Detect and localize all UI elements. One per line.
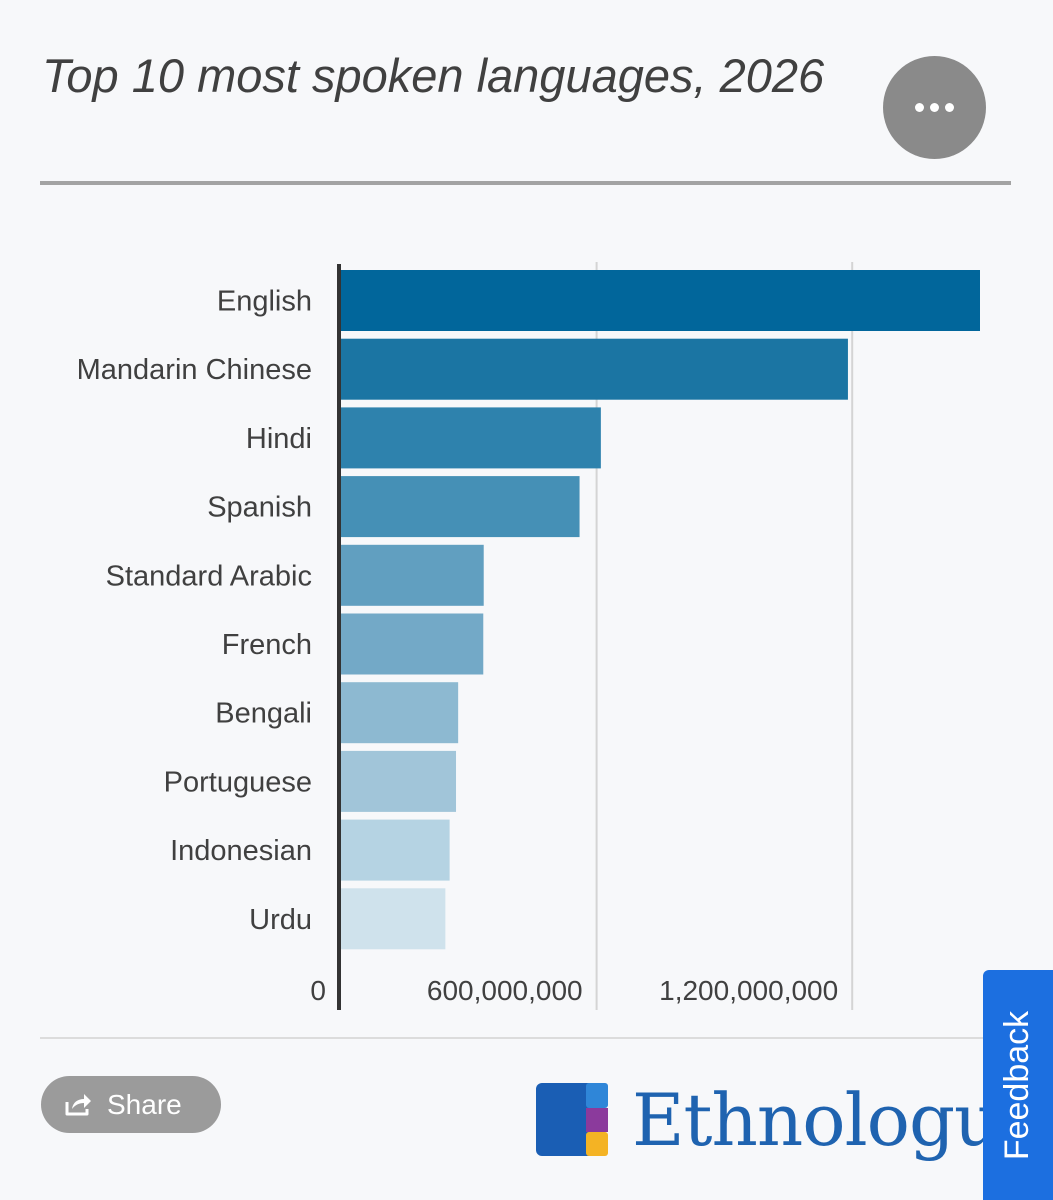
share-icon [65,1093,91,1115]
more-horizontal-icon [915,103,954,112]
bar-hindi[interactable] [341,407,601,469]
bar-french[interactable] [341,613,484,675]
chart-title: Top 10 most spoken languages, 2026 [42,49,825,102]
chart-menu-button[interactable] [883,56,986,159]
bar-portuguese[interactable] [341,750,457,812]
category-label: Portuguese [164,766,312,798]
category-label: Standard Arabic [106,560,312,592]
tick-label: 0 [310,975,326,1006]
category-label: English [217,286,312,318]
feedback-button[interactable]: Feedback [983,970,1053,1200]
category-label: Spanish [207,492,312,524]
ethnologue-logo-icon [536,1083,608,1156]
category-label: Indonesian [170,835,312,867]
brand-name: Ethnologue [632,1077,1042,1162]
bar-english[interactable] [341,270,980,331]
category-label: Bengali [215,698,312,730]
share-label: Share [107,1088,182,1120]
bar-urdu[interactable] [341,888,446,950]
category-labels: English Mandarin Chinese Hindi Spanish Stand… [77,286,312,936]
share-button[interactable]: Share [41,1076,221,1133]
footer-divider [40,1037,990,1039]
category-label: Mandarin Chinese [77,354,312,386]
bar-indonesian[interactable] [341,819,450,881]
bar-bengali[interactable] [341,682,459,744]
bar-standard-arabic[interactable] [341,544,484,606]
category-label: French [222,629,312,661]
title-divider [40,181,1011,185]
bar-chart: English Mandarin Chinese Hindi Spanish Stand… [77,262,980,1010]
bar-spanish[interactable] [341,476,580,538]
feedback-label: Feedback [998,1010,1037,1160]
tick-label: 600,000,000 [427,975,583,1006]
bars [341,270,980,950]
brand-logo: Ethnologue [536,1077,1042,1162]
tick-labels: 0 600,000,000 1,200,000,000 [310,975,838,1006]
tick-label: 1,200,000,000 [659,975,838,1006]
category-label: Hindi [246,423,312,455]
category-label: Urdu [249,904,312,936]
bar-mandarin-chinese[interactable] [341,338,848,400]
